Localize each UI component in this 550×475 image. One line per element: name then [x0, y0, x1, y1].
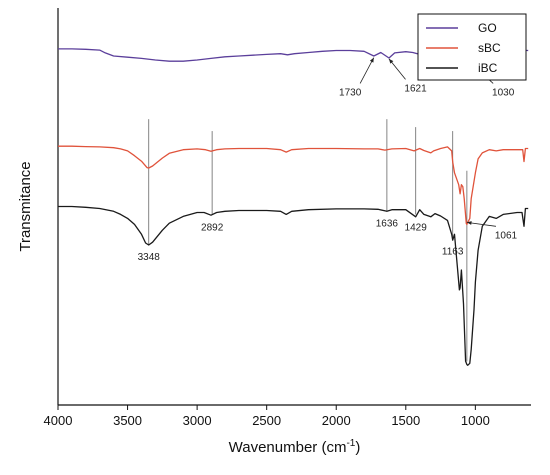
x-tick-label: 1500: [391, 413, 420, 428]
series-line-ibc: [58, 205, 529, 366]
marker-label: 2892: [201, 222, 224, 233]
annotation-arrowhead: [369, 57, 374, 63]
legend-label: sBC: [478, 41, 501, 55]
marker-label: 1163: [442, 246, 464, 257]
marker-label: 1636: [376, 218, 399, 229]
x-axis-ticks: 4000 3500 3000 2500 2000 1500 1000: [44, 405, 490, 428]
annotation-label: 1730: [339, 87, 362, 98]
annotation-arrow: [466, 221, 497, 227]
series-line-sbc: [58, 145, 529, 226]
y-axis-title: Transmitance: [17, 161, 34, 251]
x-tick-label: 2500: [252, 413, 281, 428]
legend-label: iBC: [478, 61, 498, 75]
x-tick-label: 1000: [461, 413, 490, 428]
vertical-markers: 3348 2892 1636 1429 1163: [138, 119, 468, 362]
annotation-arrow: [359, 57, 375, 84]
legend: GO sBC iBC: [417, 13, 527, 81]
annotation-label: 1030: [492, 87, 515, 98]
x-tick-label: 3000: [183, 413, 212, 428]
annotation-arrowhead: [388, 58, 394, 64]
marker-label: 3348: [138, 252, 161, 263]
series-lines: [58, 48, 529, 366]
legend-box: [417, 13, 527, 81]
x-axis-title: Wavenumber (cm-1): [229, 438, 361, 456]
annotation-label: 1621: [404, 83, 427, 94]
annotation-arrowhead: [466, 221, 472, 225]
marker-label: 1429: [405, 222, 428, 233]
x-tick-label: 2000: [322, 413, 351, 428]
annotation-label: 1061: [495, 230, 518, 241]
x-tick-label: 3500: [113, 413, 142, 428]
x-tick-label: 4000: [44, 413, 73, 428]
legend-label: GO: [478, 21, 497, 35]
